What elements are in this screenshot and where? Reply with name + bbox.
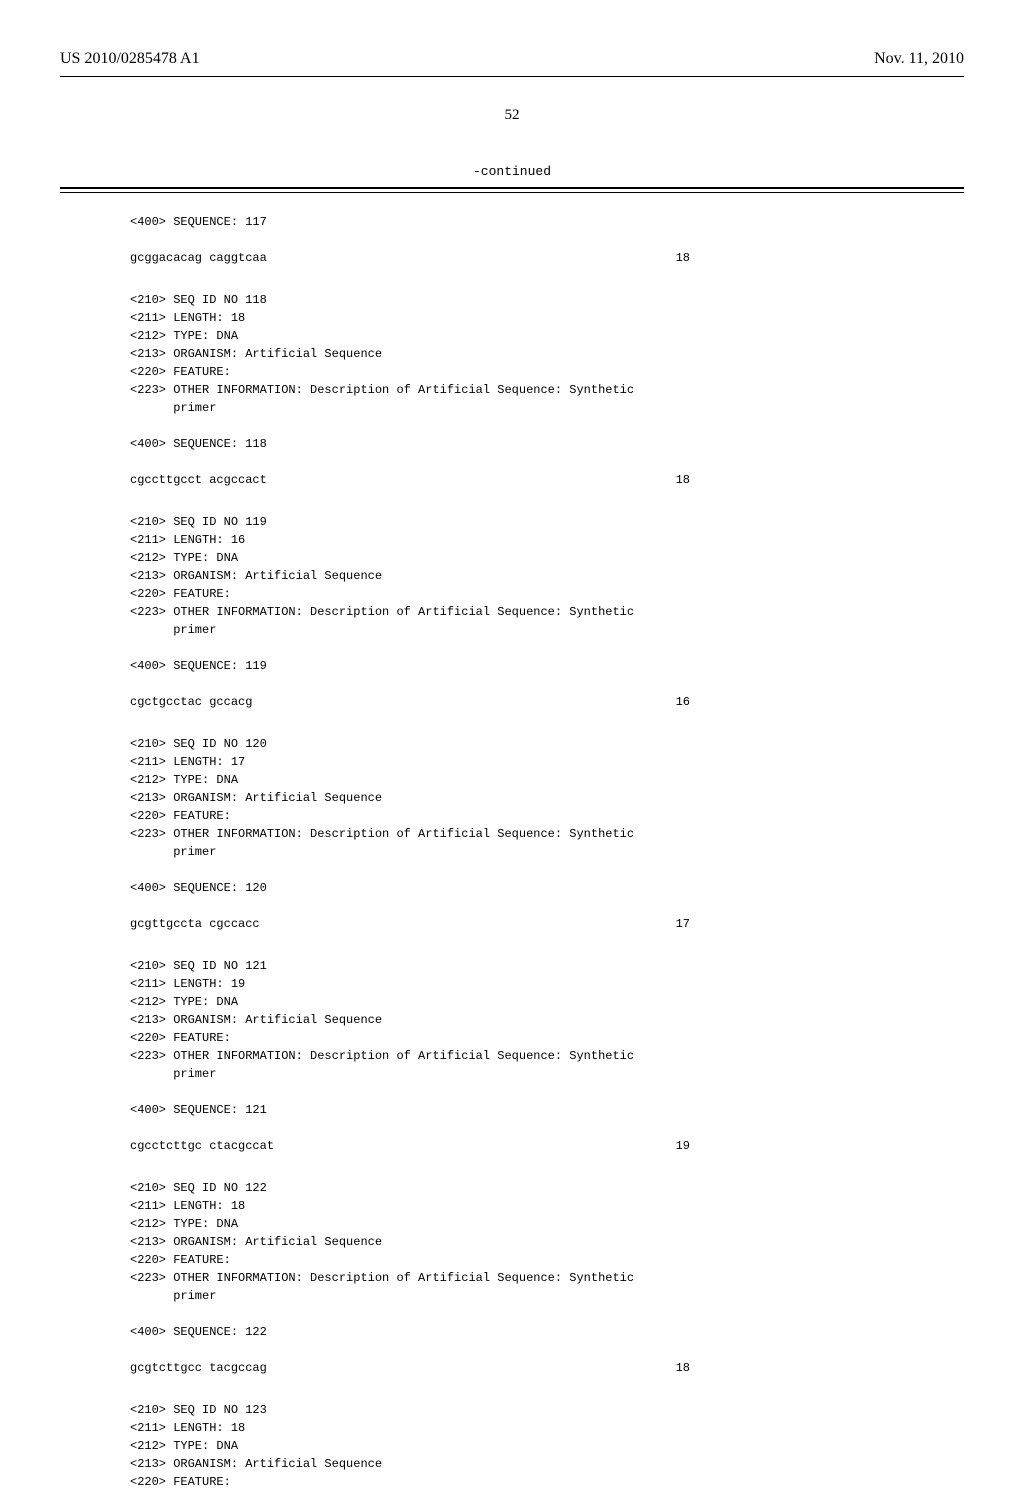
sequence-data-row: cgccttgcct acgccact 18 (130, 471, 690, 489)
sequence-spacer (130, 231, 964, 249)
sequence-header-line: <223> OTHER INFORMATION: Description of … (130, 825, 964, 843)
sequence-position: 18 (676, 249, 690, 267)
sequence-block: <210> SEQ ID NO 118<211> LENGTH: 18<212>… (130, 291, 964, 489)
sequence-header-line: <212> TYPE: DNA (130, 1215, 964, 1233)
sequence-header-line: <211> LENGTH: 17 (130, 753, 964, 771)
sequence-block: <210> SEQ ID NO 120<211> LENGTH: 17<212>… (130, 735, 964, 933)
sequence-header-line: primer (130, 399, 964, 417)
sequence-header-line: <223> OTHER INFORMATION: Description of … (130, 603, 964, 621)
sequence-header-line: <213> ORGANISM: Artificial Sequence (130, 567, 964, 585)
sequence-text: cgctgcctac gccacg (130, 693, 252, 711)
sequence-header-line: primer (130, 621, 964, 639)
sequence-text: cgcctcttgc ctacgccat (130, 1137, 274, 1155)
sequence-position: 19 (676, 1137, 690, 1155)
sequence-header-line: <213> ORGANISM: Artificial Sequence (130, 1011, 964, 1029)
continued-label: -continued (60, 164, 964, 179)
sequence-header-line: <212> TYPE: DNA (130, 993, 964, 1011)
sequence-block: <210> SEQ ID NO 122<211> LENGTH: 18<212>… (130, 1179, 964, 1377)
sequence-data-row: gcgttgccta cgccacc 17 (130, 915, 690, 933)
sequence-block: <400> SEQUENCE: 117 gcggacacag caggtcaa 1… (130, 213, 964, 267)
content-divider-bottom (60, 192, 964, 193)
sequence-spacer (130, 675, 964, 693)
sequence-header-line: <212> TYPE: DNA (130, 327, 964, 345)
sequence-data-row: cgcctcttgc ctacgccat 19 (130, 1137, 690, 1155)
sequence-header-line: <400> SEQUENCE: 121 (130, 1101, 964, 1119)
sequence-block: <210> SEQ ID NO 119<211> LENGTH: 16<212>… (130, 513, 964, 711)
document-date: Nov. 11, 2010 (874, 50, 964, 68)
sequence-header-line: <220> FEATURE: (130, 363, 964, 381)
sequence-position: 17 (676, 915, 690, 933)
sequence-position: 18 (676, 471, 690, 489)
sequence-text: gcggacacag caggtcaa (130, 249, 267, 267)
sequence-header-line: primer (130, 1065, 964, 1083)
sequence-header-line: <213> ORGANISM: Artificial Sequence (130, 1233, 964, 1251)
sequence-header-line (130, 861, 964, 879)
sequence-header-line: <210> SEQ ID NO 121 (130, 957, 964, 975)
sequence-spacer (130, 453, 964, 471)
sequence-header-line: <211> LENGTH: 19 (130, 975, 964, 993)
sequence-header-line (130, 639, 964, 657)
sequence-header-line: <400> SEQUENCE: 122 (130, 1323, 964, 1341)
sequence-header-line: <213> ORGANISM: Artificial Sequence (130, 1455, 964, 1473)
sequence-header-line: <210> SEQ ID NO 119 (130, 513, 964, 531)
content-divider-top (60, 187, 964, 189)
header-divider (60, 76, 964, 77)
sequence-header-line: <210> SEQ ID NO 118 (130, 291, 964, 309)
sequence-text: gcgtcttgcc tacgccag (130, 1359, 267, 1377)
sequence-header-line (130, 1305, 964, 1323)
sequence-header-line: primer (130, 843, 964, 861)
sequence-listing: <400> SEQUENCE: 117 gcggacacag caggtcaa 1… (130, 213, 964, 1491)
sequence-header-line: <400> SEQUENCE: 119 (130, 657, 964, 675)
sequence-header-line: <210> SEQ ID NO 122 (130, 1179, 964, 1197)
sequence-header-line: <400> SEQUENCE: 118 (130, 435, 964, 453)
sequence-header-line: <211> LENGTH: 18 (130, 309, 964, 327)
sequence-header-line: <211> LENGTH: 18 (130, 1197, 964, 1215)
sequence-header-line: <212> TYPE: DNA (130, 549, 964, 567)
sequence-header-line: <223> OTHER INFORMATION: Description of … (130, 1047, 964, 1065)
sequence-header-line: <212> TYPE: DNA (130, 771, 964, 789)
sequence-data-row: gcggacacag caggtcaa 18 (130, 249, 690, 267)
sequence-header-line: <220> FEATURE: (130, 1251, 964, 1269)
sequence-header-line: <220> FEATURE: (130, 1473, 964, 1491)
sequence-header-line: primer (130, 1287, 964, 1305)
sequence-block: <210> SEQ ID NO 123<211> LENGTH: 18<212>… (130, 1401, 964, 1491)
sequence-header-line: <400> SEQUENCE: 120 (130, 879, 964, 897)
sequence-spacer (130, 1341, 964, 1359)
sequence-header-line: <213> ORGANISM: Artificial Sequence (130, 345, 964, 363)
sequence-header-line: <213> ORGANISM: Artificial Sequence (130, 789, 964, 807)
sequence-position: 18 (676, 1359, 690, 1377)
sequence-spacer (130, 897, 964, 915)
sequence-header-line: <220> FEATURE: (130, 1029, 964, 1047)
sequence-header-line: <223> OTHER INFORMATION: Description of … (130, 1269, 964, 1287)
sequence-header-line: <211> LENGTH: 16 (130, 531, 964, 549)
document-header: US 2010/0285478 A1 Nov. 11, 2010 (60, 50, 964, 68)
sequence-header-line: <211> LENGTH: 18 (130, 1419, 964, 1437)
sequence-block: <210> SEQ ID NO 121<211> LENGTH: 19<212>… (130, 957, 964, 1155)
sequence-header-line (130, 1083, 964, 1101)
sequence-data-row: cgctgcctac gccacg 16 (130, 693, 690, 711)
sequence-data-row: gcgtcttgcc tacgccag 18 (130, 1359, 690, 1377)
sequence-header-line: <220> FEATURE: (130, 585, 964, 603)
sequence-header-line: <220> FEATURE: (130, 807, 964, 825)
sequence-header-line: <210> SEQ ID NO 123 (130, 1401, 964, 1419)
document-id: US 2010/0285478 A1 (60, 50, 200, 68)
sequence-header-line: <223> OTHER INFORMATION: Description of … (130, 381, 964, 399)
sequence-header-line (130, 417, 964, 435)
sequence-text: gcgttgccta cgccacc (130, 915, 260, 933)
sequence-header-line: <212> TYPE: DNA (130, 1437, 964, 1455)
sequence-header-line: <210> SEQ ID NO 120 (130, 735, 964, 753)
page-number: 52 (60, 107, 964, 124)
sequence-text: cgccttgcct acgccact (130, 471, 267, 489)
sequence-header-line: <400> SEQUENCE: 117 (130, 213, 964, 231)
sequence-position: 16 (676, 693, 690, 711)
sequence-spacer (130, 1119, 964, 1137)
